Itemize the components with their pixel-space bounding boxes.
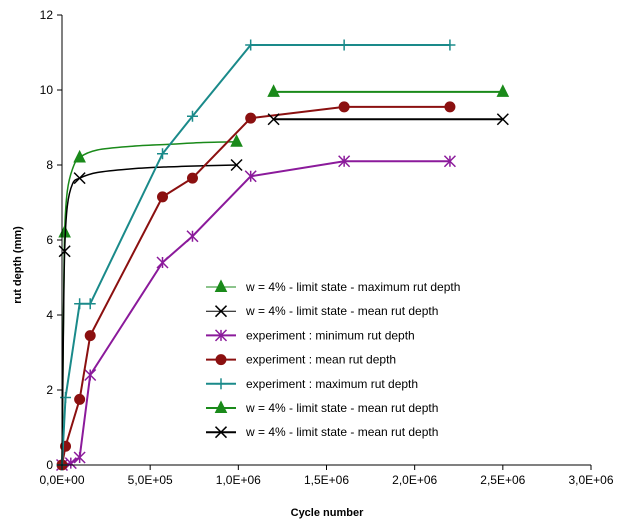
- data-point: [156, 256, 169, 269]
- series-3: [56, 101, 456, 471]
- series-line: [61, 164, 237, 466]
- legend-item-4: experiment : maximum rut depth: [206, 377, 418, 391]
- legend-label: experiment : minimum rut depth: [246, 328, 415, 342]
- legend-swatch-marker: [215, 354, 227, 366]
- data-point: [496, 113, 509, 126]
- data-point: [58, 245, 71, 258]
- y-tick-label: 4: [46, 308, 53, 322]
- x-tick-label: 2,0E+06: [392, 473, 437, 487]
- data-point: [496, 84, 510, 97]
- data-point: [230, 158, 243, 172]
- legend-label: w = 4% - limit state - mean rut depth: [245, 401, 438, 415]
- y-tick-label: 0: [46, 458, 53, 472]
- legend-item-0: w = 4% - limit state - maximum rut depth: [206, 279, 460, 294]
- legend-label: experiment : mean rut depth: [246, 353, 396, 367]
- data-point: [338, 39, 350, 51]
- x-tick-label: 1,5E+06: [304, 473, 349, 487]
- data-point: [244, 170, 257, 183]
- data-point: [338, 101, 350, 113]
- data-point: [338, 155, 351, 168]
- legend-item-1: w = 4% - limit state - mean rut depth: [206, 304, 438, 318]
- data-point: [157, 148, 169, 160]
- data-point: [74, 298, 86, 310]
- y-tick-label: 12: [40, 8, 54, 22]
- data-point: [186, 110, 198, 122]
- legend-swatch-marker: [214, 426, 228, 439]
- data-point: [267, 84, 280, 97]
- data-point: [186, 230, 199, 243]
- x-tick-label: 1,0E+06: [216, 473, 261, 487]
- x-tick-label: 2,5E+06: [480, 473, 525, 487]
- legend-label: experiment : maximum rut depth: [246, 377, 418, 391]
- legend-swatch-marker: [214, 279, 228, 292]
- series-0: [58, 134, 243, 466]
- series-layer: [55, 39, 510, 472]
- y-tick-label: 8: [46, 158, 53, 172]
- x-tick-label: 3,0E+06: [568, 473, 613, 487]
- legend-item-2: experiment : minimum rut depth: [206, 328, 415, 342]
- y-tick-label: 10: [40, 83, 54, 97]
- legend-swatch-marker: [214, 329, 228, 342]
- data-point: [230, 134, 243, 147]
- data-point: [73, 172, 86, 185]
- y-tick-label: 2: [46, 383, 53, 397]
- series-1: [58, 158, 243, 466]
- series-2: [55, 155, 456, 472]
- x-axis-title: Cycle number: [291, 507, 364, 519]
- data-point: [267, 113, 280, 126]
- data-point: [245, 112, 257, 124]
- x-tick-label: 5,0E+05: [128, 473, 173, 487]
- y-axis-title: rut depth (mm): [12, 226, 24, 304]
- legend-swatch-marker: [214, 305, 228, 318]
- data-point: [186, 172, 198, 184]
- legend-item-3: experiment : mean rut depth: [206, 353, 396, 367]
- data-point: [245, 39, 257, 51]
- data-point: [444, 39, 456, 51]
- x-tick-label: 0,0E+00: [39, 473, 84, 487]
- data-point: [443, 155, 456, 168]
- legend-label: w = 4% - limit state - mean rut depth: [245, 425, 438, 439]
- series-5: [267, 84, 510, 97]
- legend: w = 4% - limit state - maximum rut depth…: [206, 279, 460, 439]
- legend-item-5: w = 4% - limit state - mean rut depth: [206, 400, 438, 415]
- y-tick-label: 6: [46, 233, 53, 247]
- data-point: [157, 191, 169, 203]
- legend-swatch-marker: [215, 378, 227, 390]
- data-point: [74, 393, 86, 405]
- legend-label: w = 4% - limit state - maximum rut depth: [245, 280, 460, 294]
- data-point: [73, 149, 86, 163]
- legend-label: w = 4% - limit state - mean rut depth: [245, 304, 438, 318]
- data-point: [444, 101, 456, 113]
- data-point: [84, 330, 96, 342]
- axes: 0 2 4 6 8 10 12 0,0E+00 5,0E+05 1,0E+06 1,5E+06 2,0…: [39, 8, 613, 487]
- data-point: [84, 298, 96, 310]
- legend-swatch-marker: [214, 400, 228, 413]
- data-point: [84, 368, 97, 382]
- series-6: [267, 113, 509, 126]
- legend-item-6: w = 4% - limit state - mean rut depth: [206, 425, 438, 439]
- data-point: [73, 451, 86, 464]
